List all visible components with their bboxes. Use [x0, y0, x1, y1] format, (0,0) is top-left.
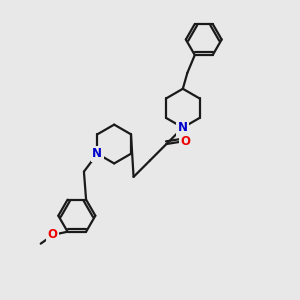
Text: O: O — [48, 228, 58, 241]
Text: N: N — [178, 121, 188, 134]
Text: N: N — [92, 147, 102, 160]
Text: O: O — [180, 134, 190, 148]
